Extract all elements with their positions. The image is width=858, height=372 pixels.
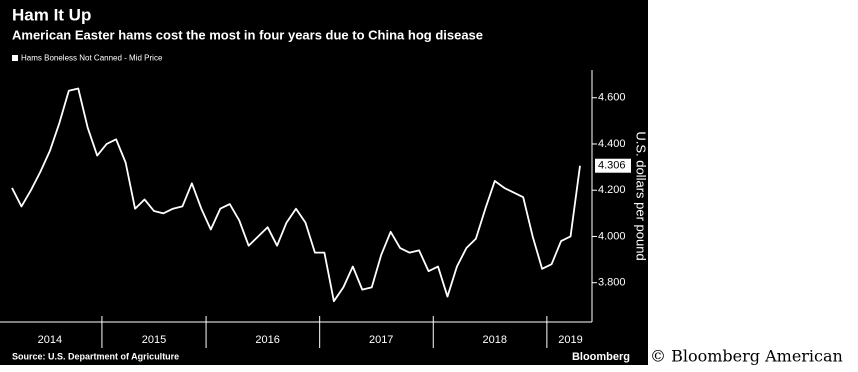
x-tick-label: 2014 [38, 334, 62, 346]
legend-label: Hams Boneless Not Canned - Mid Price [21, 54, 163, 63]
source: Source: U.S. Department of Agriculture [12, 351, 179, 361]
x-tick-label: 2019 [558, 334, 582, 346]
x-tick-label: 2015 [142, 334, 166, 346]
line-series [11, 87, 581, 303]
y-axis-title: U.S. dollars per pound [634, 131, 649, 260]
last-value-label: 4.306 [598, 160, 626, 172]
x-tick-label: 2018 [483, 334, 507, 346]
chart-title: Ham It Up [12, 5, 91, 24]
x-tick-label: 2016 [255, 334, 279, 346]
brand: Bloomberg [572, 351, 630, 363]
y-tick-label: 4.200 [598, 184, 626, 196]
y-tick-label: 4.400 [598, 138, 626, 150]
y-tick-label: 4.600 [598, 92, 626, 104]
chart-subtitle: American Easter hams cost the most in fo… [12, 27, 483, 42]
chart-background [0, 0, 648, 365]
last-value-box [595, 158, 631, 173]
y-tick-label: 4.000 [598, 230, 626, 242]
y-tick-label: 3.800 [598, 277, 626, 289]
credit: © Bloomberg American [650, 347, 843, 366]
legend-swatch [12, 55, 18, 61]
x-tick-label: 2017 [369, 334, 393, 346]
